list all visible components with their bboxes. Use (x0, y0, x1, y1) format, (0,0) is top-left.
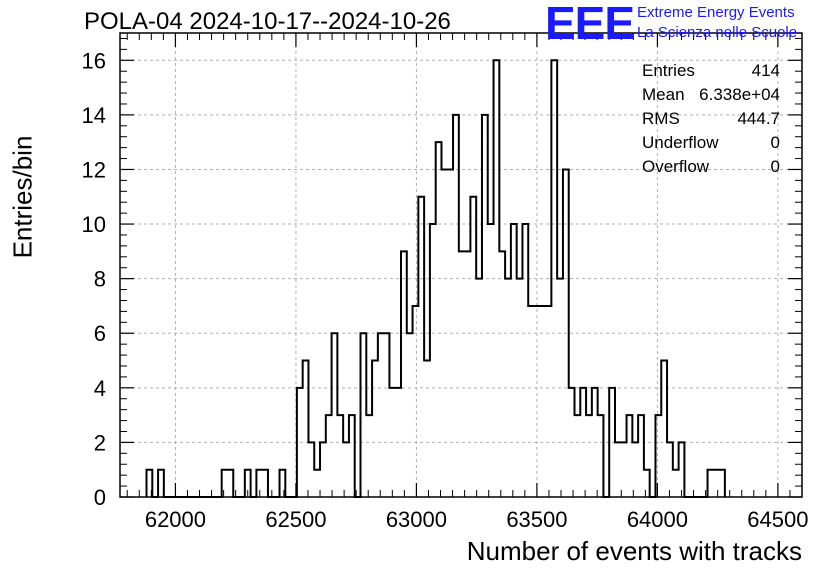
stats-value: 444.7 (737, 109, 780, 128)
logo-line-2: La Scienza nelle Scuole (637, 24, 798, 41)
y-tick-label: 4 (94, 376, 106, 401)
stats-value: 0 (770, 133, 780, 152)
y-tick-label: 6 (94, 321, 106, 346)
y-tick-label: 2 (94, 430, 106, 455)
stats-row-underflow: Underflow 0 (642, 131, 780, 155)
x-tick-label: 62000 (145, 507, 206, 532)
x-tick-label: 63500 (506, 507, 567, 532)
x-tick-label: 63000 (386, 507, 447, 532)
stats-value: 0 (770, 157, 780, 176)
y-tick-label: 8 (94, 267, 106, 292)
stats-row-mean: Mean 6.338e+04 (642, 83, 780, 107)
plot-frame (119, 32, 803, 498)
stats-box: Entries 414 Mean 6.338e+04 RMS 444.7 Und… (642, 59, 780, 179)
chart-title: POLA-04 2024-10-17--2024-10-26 (84, 8, 451, 35)
stats-label: Underflow (642, 133, 719, 152)
histogram-series-line (145, 59, 726, 498)
stats-label: Mean (642, 85, 685, 104)
stats-label: Entries (642, 61, 695, 80)
x-tick-label: 64000 (627, 507, 688, 532)
x-axis-label: Number of events with tracks (466, 536, 802, 566)
eee-logo: EEE Extreme Energy Events La Scienza nel… (545, 0, 835, 49)
y-tick-label: 12 (82, 157, 106, 182)
stats-row-overflow: Overflow 0 (642, 155, 780, 179)
y-tick-label: 16 (82, 48, 106, 73)
x-tick-label: 62500 (265, 507, 326, 532)
stats-label: RMS (642, 109, 680, 128)
stats-row-entries: Entries 414 (642, 59, 780, 83)
stats-value: 6.338e+04 (699, 85, 780, 104)
stats-value: 414 (751, 61, 780, 80)
stats-row-rms: RMS 444.7 (642, 107, 780, 131)
logo-line-1: Extreme Energy Events (637, 4, 795, 21)
y-axis-label: Entries/bin (7, 135, 38, 259)
y-tick-label: 14 (82, 103, 106, 128)
stats-label: Overflow (642, 157, 710, 176)
logo-letters: EEE (545, 0, 635, 49)
x-tick-label: 64500 (747, 507, 808, 532)
y-tick-label: 10 (82, 212, 106, 237)
y-tick-label: 0 (94, 485, 106, 510)
axis-ticks: 62000 62500 63000 63500 64000 64500 0 2 4 6 8 10 12 1… (82, 33, 808, 532)
y-axis-label-wrap: Entries/bin (8, 112, 38, 282)
